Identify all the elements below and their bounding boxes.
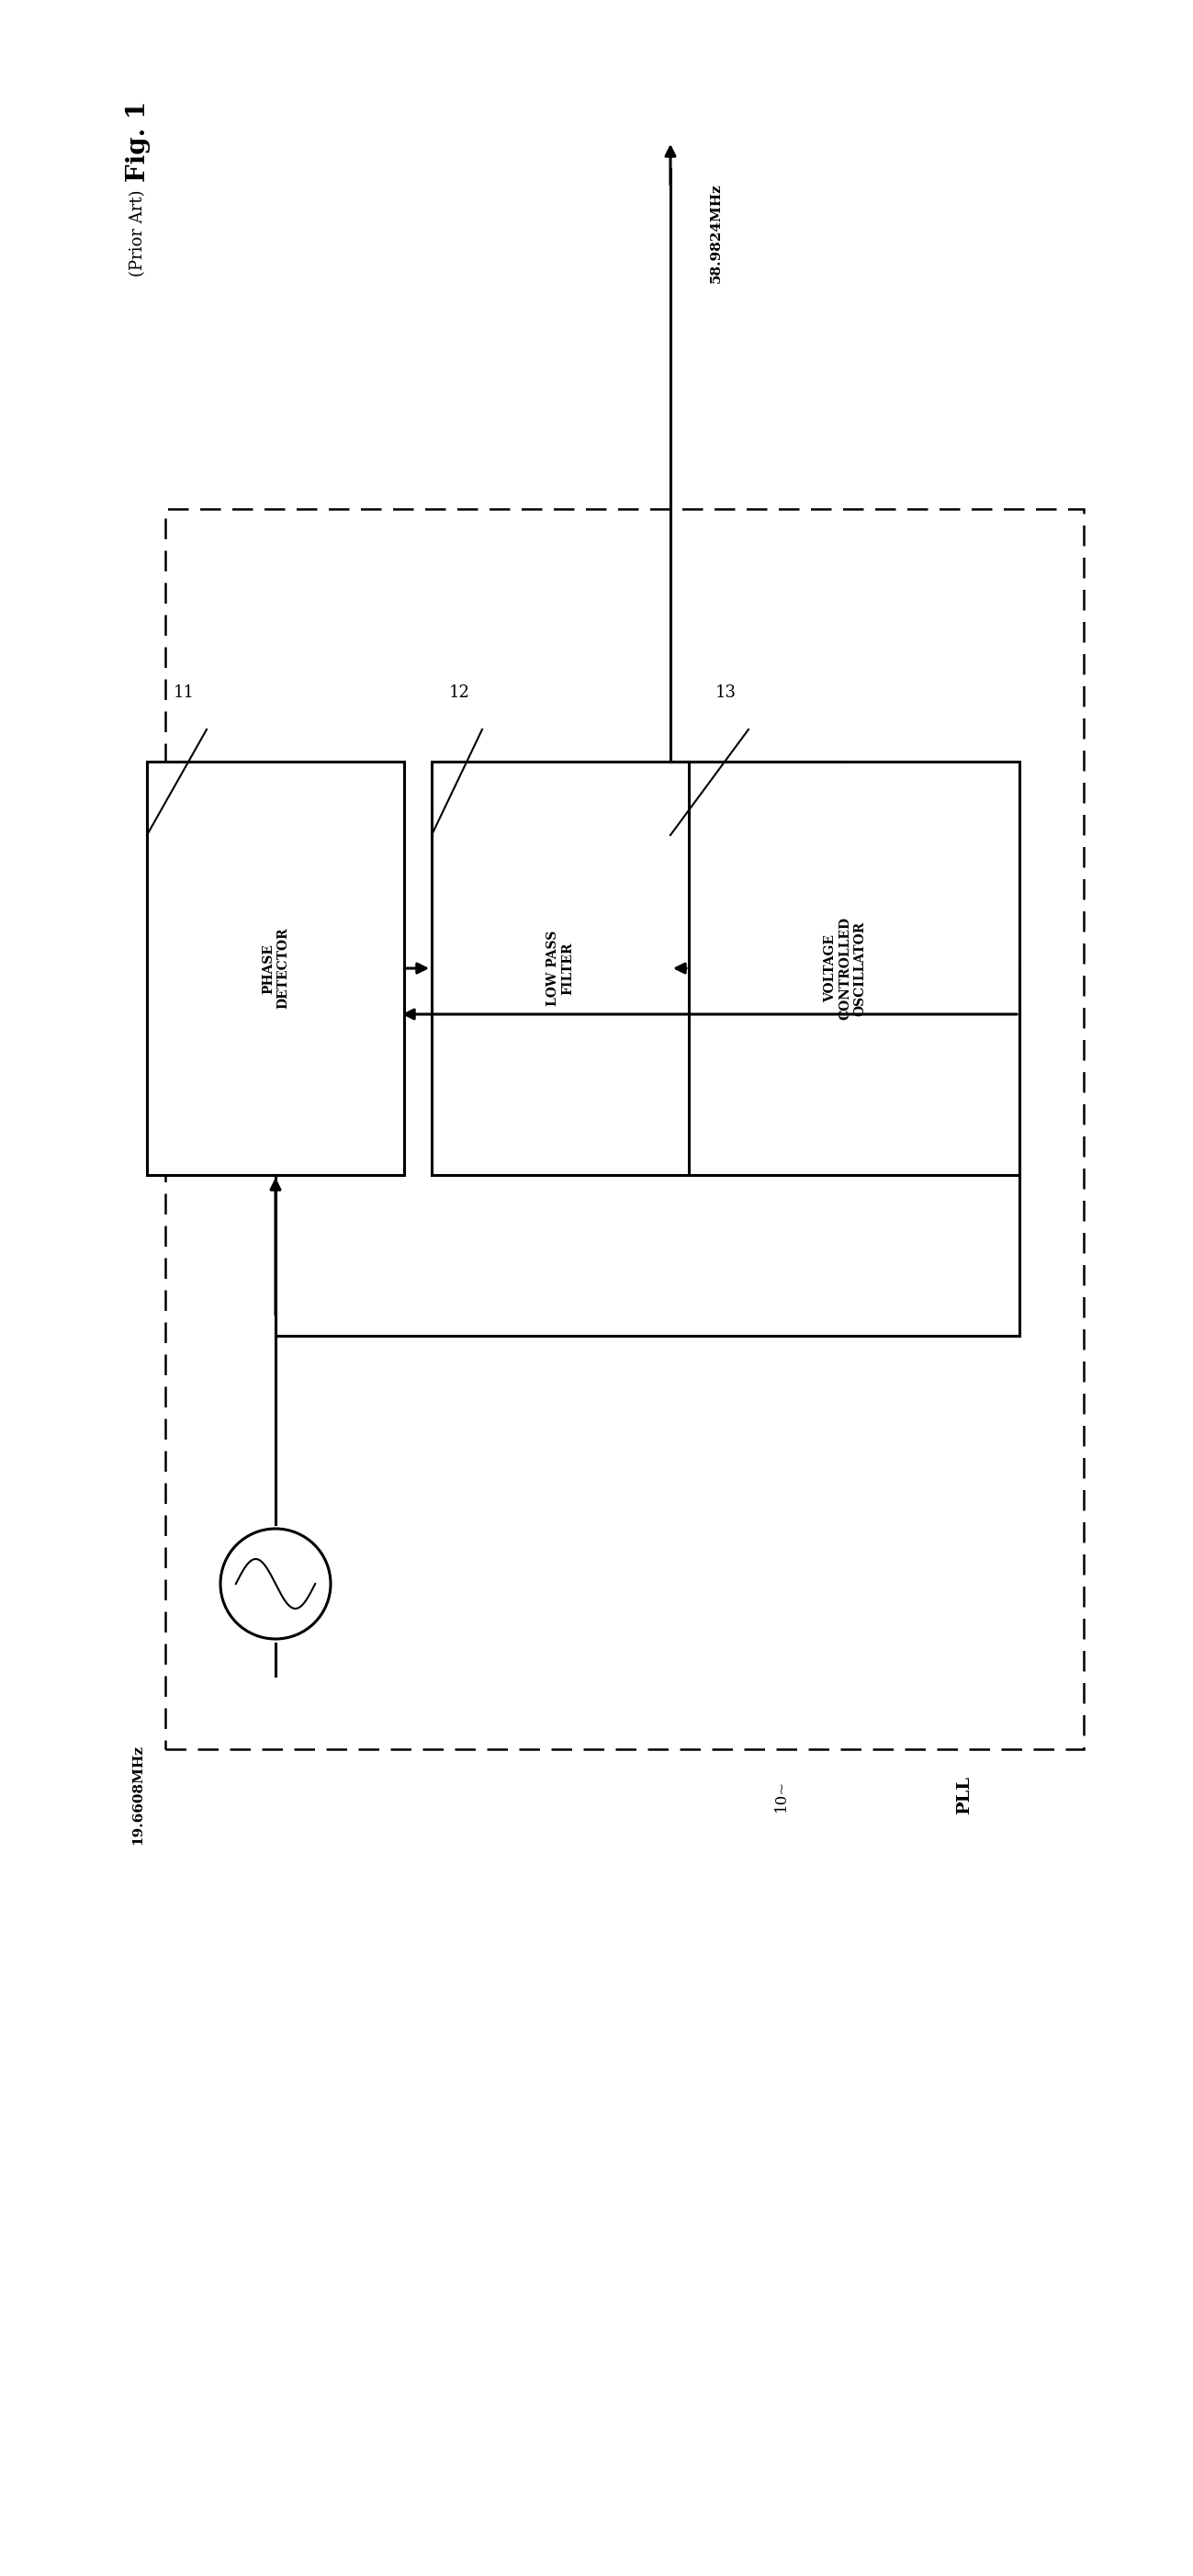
Text: PLL: PLL (956, 1775, 972, 1814)
Text: (Prior Art): (Prior Art) (130, 191, 146, 276)
Text: LOW PASS
FILTER: LOW PASS FILTER (546, 930, 574, 1007)
Bar (432, 762, 688, 1175)
Bar (166, 510, 1083, 1749)
Text: 12: 12 (449, 685, 470, 701)
Text: VOLTAGE
CONTROLLED
OSCILLATOR: VOLTAGE CONTROLLED OSCILLATOR (823, 917, 866, 1020)
Text: PHASE
DETECTOR: PHASE DETECTOR (261, 927, 290, 1010)
Text: 19.6608MHz: 19.6608MHz (131, 1744, 144, 1844)
Text: 10~: 10~ (773, 1780, 789, 1811)
Bar (670, 762, 1020, 1175)
Text: 11: 11 (173, 685, 194, 701)
Text: 58.9824MHz: 58.9824MHz (710, 183, 723, 283)
Text: 13: 13 (715, 685, 736, 701)
Bar (147, 762, 404, 1175)
Text: Fig. 1: Fig. 1 (125, 100, 150, 183)
